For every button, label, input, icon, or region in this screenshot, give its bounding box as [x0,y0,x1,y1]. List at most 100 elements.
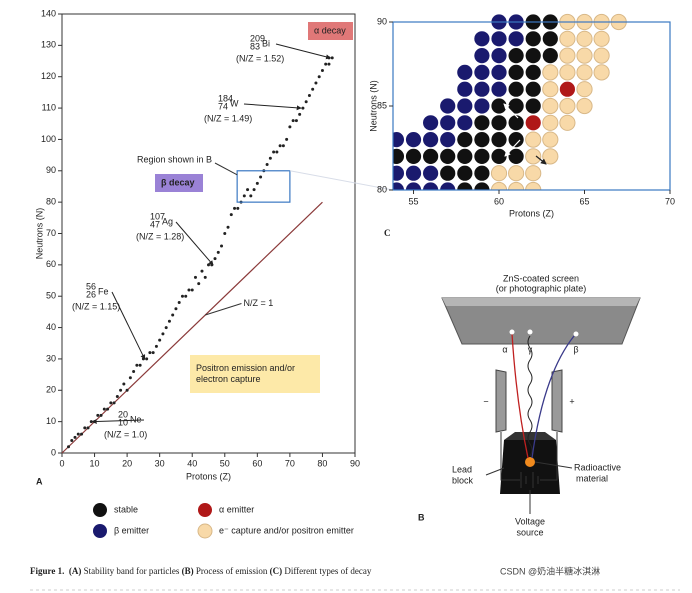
nuclide [145,357,149,361]
spot [509,329,515,335]
nuclide-cell [508,165,525,182]
isotope-pointer [275,43,332,60]
nuclide-cell [393,132,405,148]
source-label: Radioactive [574,462,621,472]
nuclide-cell [457,182,473,190]
nuclide [99,413,103,417]
nuclide-cell [593,47,610,64]
x-tick-label: 30 [155,458,165,468]
nuclide-cell [457,148,473,164]
nuclide [83,426,87,430]
nuclide [265,163,269,167]
arrow [504,139,521,157]
nuclide-cell [423,132,439,148]
nuclide-cell [508,148,524,164]
legend-swatch [197,523,213,539]
nuclide-cell [491,31,507,47]
nuclide-cell [542,64,559,81]
nuclide-cell [525,48,541,64]
x-axis-label: Protons (Z) [186,471,231,481]
nuclide [294,119,298,123]
atomic-number: 47 [150,219,160,229]
decay-box [190,355,320,393]
nuclide-cell [440,132,456,148]
nuclide [252,188,256,192]
nuclide [167,319,171,323]
nuclide [278,144,282,148]
y-tick-label: 100 [41,134,56,144]
y-tick-label: 80 [46,197,56,207]
element-symbol: Fe [98,286,109,296]
nuclide [203,275,207,279]
nuclide-cell [423,165,439,181]
x-tick-label: 65 [579,196,589,206]
x-axis-label: Protons (Z) [509,208,554,218]
x-tick-label: 70 [665,196,675,206]
nuclide-cell [559,114,576,131]
nuclide-cell [474,64,490,80]
nuclide-cell [542,97,559,115]
atomic-number: 26 [86,289,96,299]
nuclide [272,150,276,154]
apparatus [441,297,641,514]
nuclide [233,206,237,210]
nuclide-cell [423,148,439,164]
nz-ratio: (N/Z = 1.28) [136,231,184,241]
x-tick-label: 90 [350,458,360,468]
element-symbol: Ag [162,216,173,226]
nuclide-cell [508,81,524,97]
nuclide-cell [559,64,576,81]
lead-block-top [504,432,556,440]
y-axis-label: Neutrons (N) [368,80,378,132]
nuclide-cell [576,97,593,115]
nuclide [268,156,272,160]
mass-number: 209 [250,33,265,43]
y-tick-label: 110 [42,102,56,112]
panel-label: C [384,228,391,238]
decay-box [308,22,353,40]
nuclide [154,344,158,348]
nuclide-cell [393,182,405,190]
screen-label: ZnS-coated screen [503,273,579,283]
isotope-pointer [91,419,145,425]
alpha-ray [511,333,529,459]
circuit [500,432,558,488]
nuclide-cell [440,148,456,164]
x-tick-label: 20 [122,458,132,468]
screen-label: (or photographic plate) [496,283,587,293]
region-box [236,170,291,203]
nuclide-cell [405,148,422,164]
nuclide [132,369,136,373]
nuclide [171,313,175,317]
element-symbol: Bi [262,38,270,48]
nz-ratio: (N/Z = 1.0) [104,429,147,439]
nz-ratio: (N/Z = 1.52) [236,53,284,63]
nuclide-cell [393,148,405,164]
spot [573,331,579,337]
nuclide [112,401,116,405]
nuclide [67,445,71,449]
nuclide [109,401,113,405]
nuclide [330,56,334,60]
nuclide-cell [525,98,541,114]
nz-line [61,201,323,454]
x-tick-label: 0 [59,458,64,468]
nuclide-cell [457,165,473,181]
nuclide-cell [474,165,490,181]
polarity: − [483,396,488,406]
x-tick-label: 60 [252,458,262,468]
nuclide-cell [457,64,473,80]
nuclide-cell [508,132,524,148]
nuclide [255,181,259,185]
nuclide-cell [491,64,507,80]
legend-swatch [93,503,107,517]
y-tick-label: 140 [41,8,56,18]
voltage-label: source [516,527,543,537]
nuclide [174,307,178,311]
nuclide [327,62,331,66]
nuclide [122,382,126,386]
nuclide-cell [542,131,559,148]
voltage-label: Voltage [515,516,545,526]
nuclide [301,106,305,110]
nuclide [135,363,139,367]
